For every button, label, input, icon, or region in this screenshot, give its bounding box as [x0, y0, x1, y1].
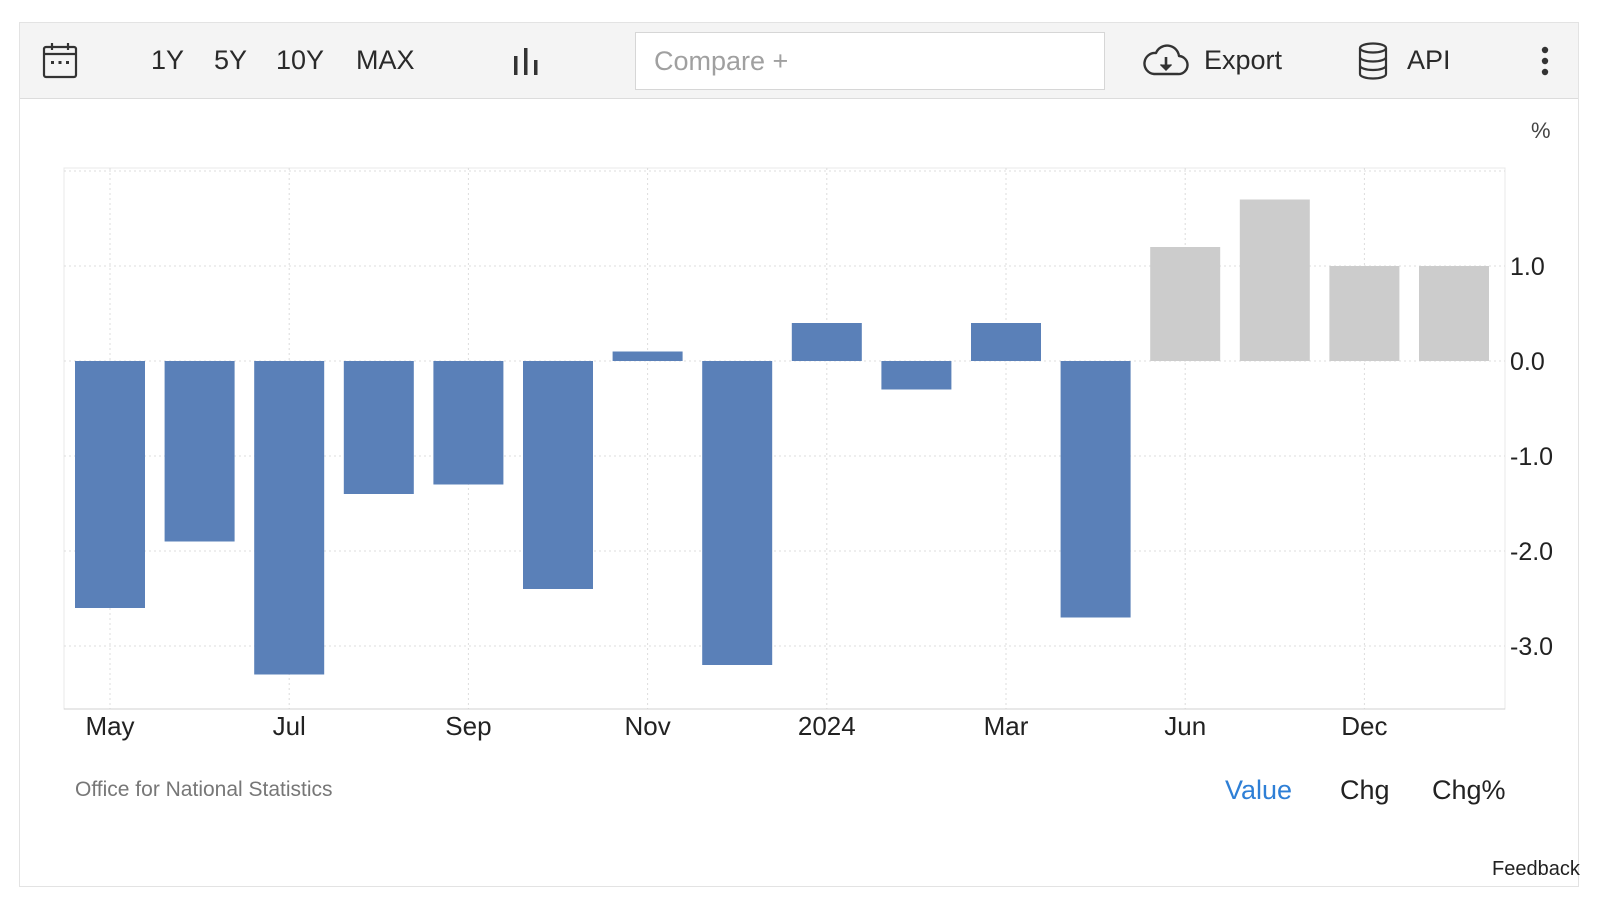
x-tick-label: May — [85, 711, 134, 741]
bar[interactable] — [881, 361, 952, 390]
bar[interactable] — [433, 361, 504, 485]
more-vertical-icon — [1541, 46, 1549, 75]
range-max-button[interactable]: MAX — [356, 45, 415, 75]
forecast-bar[interactable] — [1419, 266, 1489, 361]
value-mode-button[interactable]: Value — [1225, 775, 1293, 805]
calendar-button[interactable] — [42, 23, 78, 98]
x-tick-label: Sep — [445, 711, 491, 741]
bar[interactable] — [254, 361, 325, 675]
y-tick-label: 0.0 — [1510, 348, 1545, 376]
bar[interactable] — [791, 323, 862, 361]
y-axis-unit: % — [1531, 118, 1551, 143]
api-button[interactable]: API — [1357, 23, 1451, 98]
export-label: Export — [1204, 45, 1283, 75]
chart-toolbar: 1Y 5Y 10Y MAX Compare + Export API — [20, 23, 1578, 99]
bar[interactable] — [164, 361, 235, 542]
range-10y-button[interactable]: 10Y — [276, 45, 325, 75]
x-tick-label: Jun — [1164, 711, 1206, 741]
bar[interactable] — [343, 361, 414, 494]
y-tick-label: -3.0 — [1510, 633, 1553, 661]
source-label[interactable]: Office for National Statistics — [75, 778, 333, 801]
x-tick-label: Nov — [624, 711, 670, 741]
range-5y-button[interactable]: 5Y — [214, 45, 248, 75]
bar[interactable] — [702, 361, 773, 665]
compare-input[interactable]: Compare + — [635, 32, 1105, 90]
feedback-link[interactable]: Feedback — [1492, 858, 1580, 880]
bar[interactable] — [612, 351, 683, 362]
bar[interactable] — [1060, 361, 1131, 618]
forecast-bar[interactable] — [1239, 199, 1310, 362]
change-mode-button[interactable]: Chg — [1340, 775, 1390, 805]
more-options-button[interactable] — [1540, 23, 1550, 98]
forecast-bar[interactable] — [1329, 266, 1400, 361]
range-1y-button[interactable]: 1Y — [151, 45, 185, 75]
database-icon — [1358, 41, 1388, 80]
x-tick-label: Jul — [273, 711, 306, 741]
x-tick-label: Mar — [984, 711, 1029, 741]
calendar-icon — [42, 42, 78, 78]
bar[interactable] — [523, 361, 593, 589]
bar[interactable] — [971, 323, 1041, 361]
export-button[interactable]: Export — [1142, 23, 1282, 98]
bar[interactable] — [75, 361, 145, 608]
x-tick-label: Dec — [1341, 711, 1387, 741]
chart-type-button[interactable] — [512, 23, 540, 98]
forecast-bar[interactable] — [1150, 247, 1221, 361]
y-tick-label: 1.0 — [1510, 253, 1545, 281]
api-label: API — [1407, 45, 1451, 75]
y-tick-label: -2.0 — [1510, 538, 1553, 566]
bar-chart-icon — [514, 47, 538, 75]
y-tick-label: -1.0 — [1510, 443, 1553, 471]
cloud-download-icon — [1143, 43, 1189, 75]
change-percent-mode-button[interactable]: Chg% — [1432, 775, 1506, 805]
x-tick-label: 2024 — [798, 711, 856, 741]
